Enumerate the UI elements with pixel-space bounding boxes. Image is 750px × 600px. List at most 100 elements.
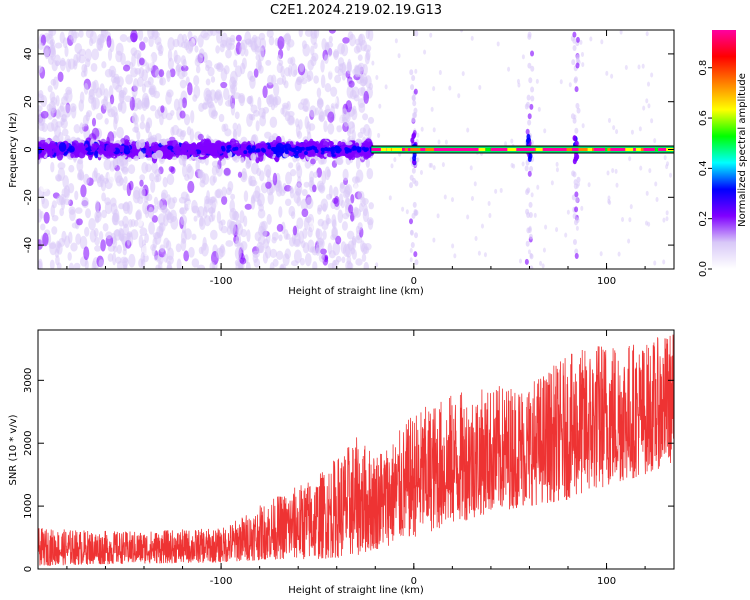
spectrogram-streak-cell [528,212,533,219]
spectrogram-cell [290,63,298,77]
spectrogram-cell [231,164,237,175]
spectrogram-cell [564,232,568,238]
spectrogram-cell [220,81,228,89]
spectrogram-cell [448,85,452,91]
spectrogram-cell [74,42,83,54]
spectrogram-cell [341,108,348,116]
spectrogram-cell [190,110,195,124]
spectrogram-band-cell [282,144,287,149]
spectrogram-cell [312,261,318,269]
spectrogram-cell [580,205,584,211]
spectrogram-cell [182,58,187,68]
spectrogram-ytick-label: 40 [23,48,34,61]
spectrogram-cell [653,260,657,266]
spectrogram-band-cell [180,148,187,155]
spectrogram-cell [208,214,214,223]
spectrogram-cell [312,184,317,193]
spectrogram-streak-cell [412,132,417,139]
spectrogram-ytick-label: 0 [23,146,34,152]
spectrogram-cell [338,193,344,206]
spectrogram-cell [310,32,318,46]
spectrogram-cell [353,206,359,217]
spectrogram-cell [256,167,262,177]
spectrogram-cell [114,170,122,184]
spectrogram-band-cell [183,143,192,151]
spectrogram-cell [300,98,309,106]
spectrogram-cell [166,264,173,269]
spectrogram-cell [218,220,224,232]
spectrogram-cell [214,189,222,199]
spectrogram-cell [262,251,269,264]
spectrogram-cell [272,96,279,108]
spectrogram-xtick-label: -100 [210,276,233,287]
spectrogram-cell [368,202,375,210]
spectrogram-band-cell [247,145,252,150]
spectrogram-cell [478,85,482,91]
spectrogram-cell [480,223,484,229]
spectrogram-cell [135,209,143,222]
spectrogram-xtick-label: 100 [597,276,616,287]
spectrogram-cell [193,215,198,222]
spectrogram-cell [429,162,433,168]
spectrogram-cell [55,174,62,182]
spectrogram-cell [637,64,641,70]
spectrogram-cell [48,242,57,250]
spectrogram-cell [254,185,261,199]
spectrogram-cell [101,30,107,37]
spectrogram-cell [118,89,125,104]
spectrogram-cell [167,37,175,51]
spectrogram-cell [83,173,90,185]
snr-xlabel: Height of straight line (km) [288,585,424,596]
spectrogram-band-cell [138,139,146,149]
spectrogram-cell [416,132,420,138]
spectrogram-cell [288,237,296,247]
spectrogram-cell [147,30,155,40]
spectrogram-cell [158,69,165,78]
spectrogram-cell [106,35,112,48]
spectrogram-cell [95,112,103,120]
spectrogram-band-cell [298,149,303,154]
spectrogram-streak-cell [528,153,533,160]
spectrogram-cell [165,70,172,79]
spectrogram-cell [206,190,211,204]
spectrogram-band-cell [42,142,49,150]
spectrogram-cell [650,118,654,124]
spectrogram-cell [267,191,274,205]
spectrogram-cell [73,262,81,269]
spectrogram-cell [200,30,209,39]
spectrogram-cell [612,125,616,131]
spectrogram-band-cell [133,155,139,161]
spectrogram-cell [647,103,651,109]
spectrogram-cell [360,240,365,253]
tone-segment [386,148,391,151]
spectrogram-cell [81,197,89,209]
spectrogram-cell [266,213,272,225]
spectrogram-band-cell [260,147,265,152]
spectrogram-cell [316,238,324,246]
colorbar: 0.0 0.2 0.4 0.6 0.8 Normalized spectral ampl… [698,30,748,277]
spectrogram-cell [304,160,312,169]
spectrogram-cell [367,116,375,124]
spectrogram-cell [257,208,266,219]
tone-segment [507,148,517,151]
spectrogram-cell [617,251,621,257]
spectrogram-cell [191,258,200,268]
spectrogram-cell [186,163,192,174]
spectrogram-band-cell [227,151,233,158]
spectrogram-cell [80,70,86,78]
spectrogram-band-cell [162,147,170,154]
spectrogram-cell [209,175,216,186]
spectrogram-cell [295,162,301,171]
spectrogram-cell [271,236,277,244]
spectrogram-cell [116,244,123,254]
spectrogram-cell [130,229,139,241]
spectrogram-cell [310,158,316,165]
spectrogram-cell [55,95,60,107]
spectrogram-streak-cell [525,128,530,135]
spectrogram-cell [179,110,186,119]
spectrogram-cell [457,93,461,99]
spectrogram-streak-cell [530,65,535,72]
spectrogram-cell [244,203,253,210]
